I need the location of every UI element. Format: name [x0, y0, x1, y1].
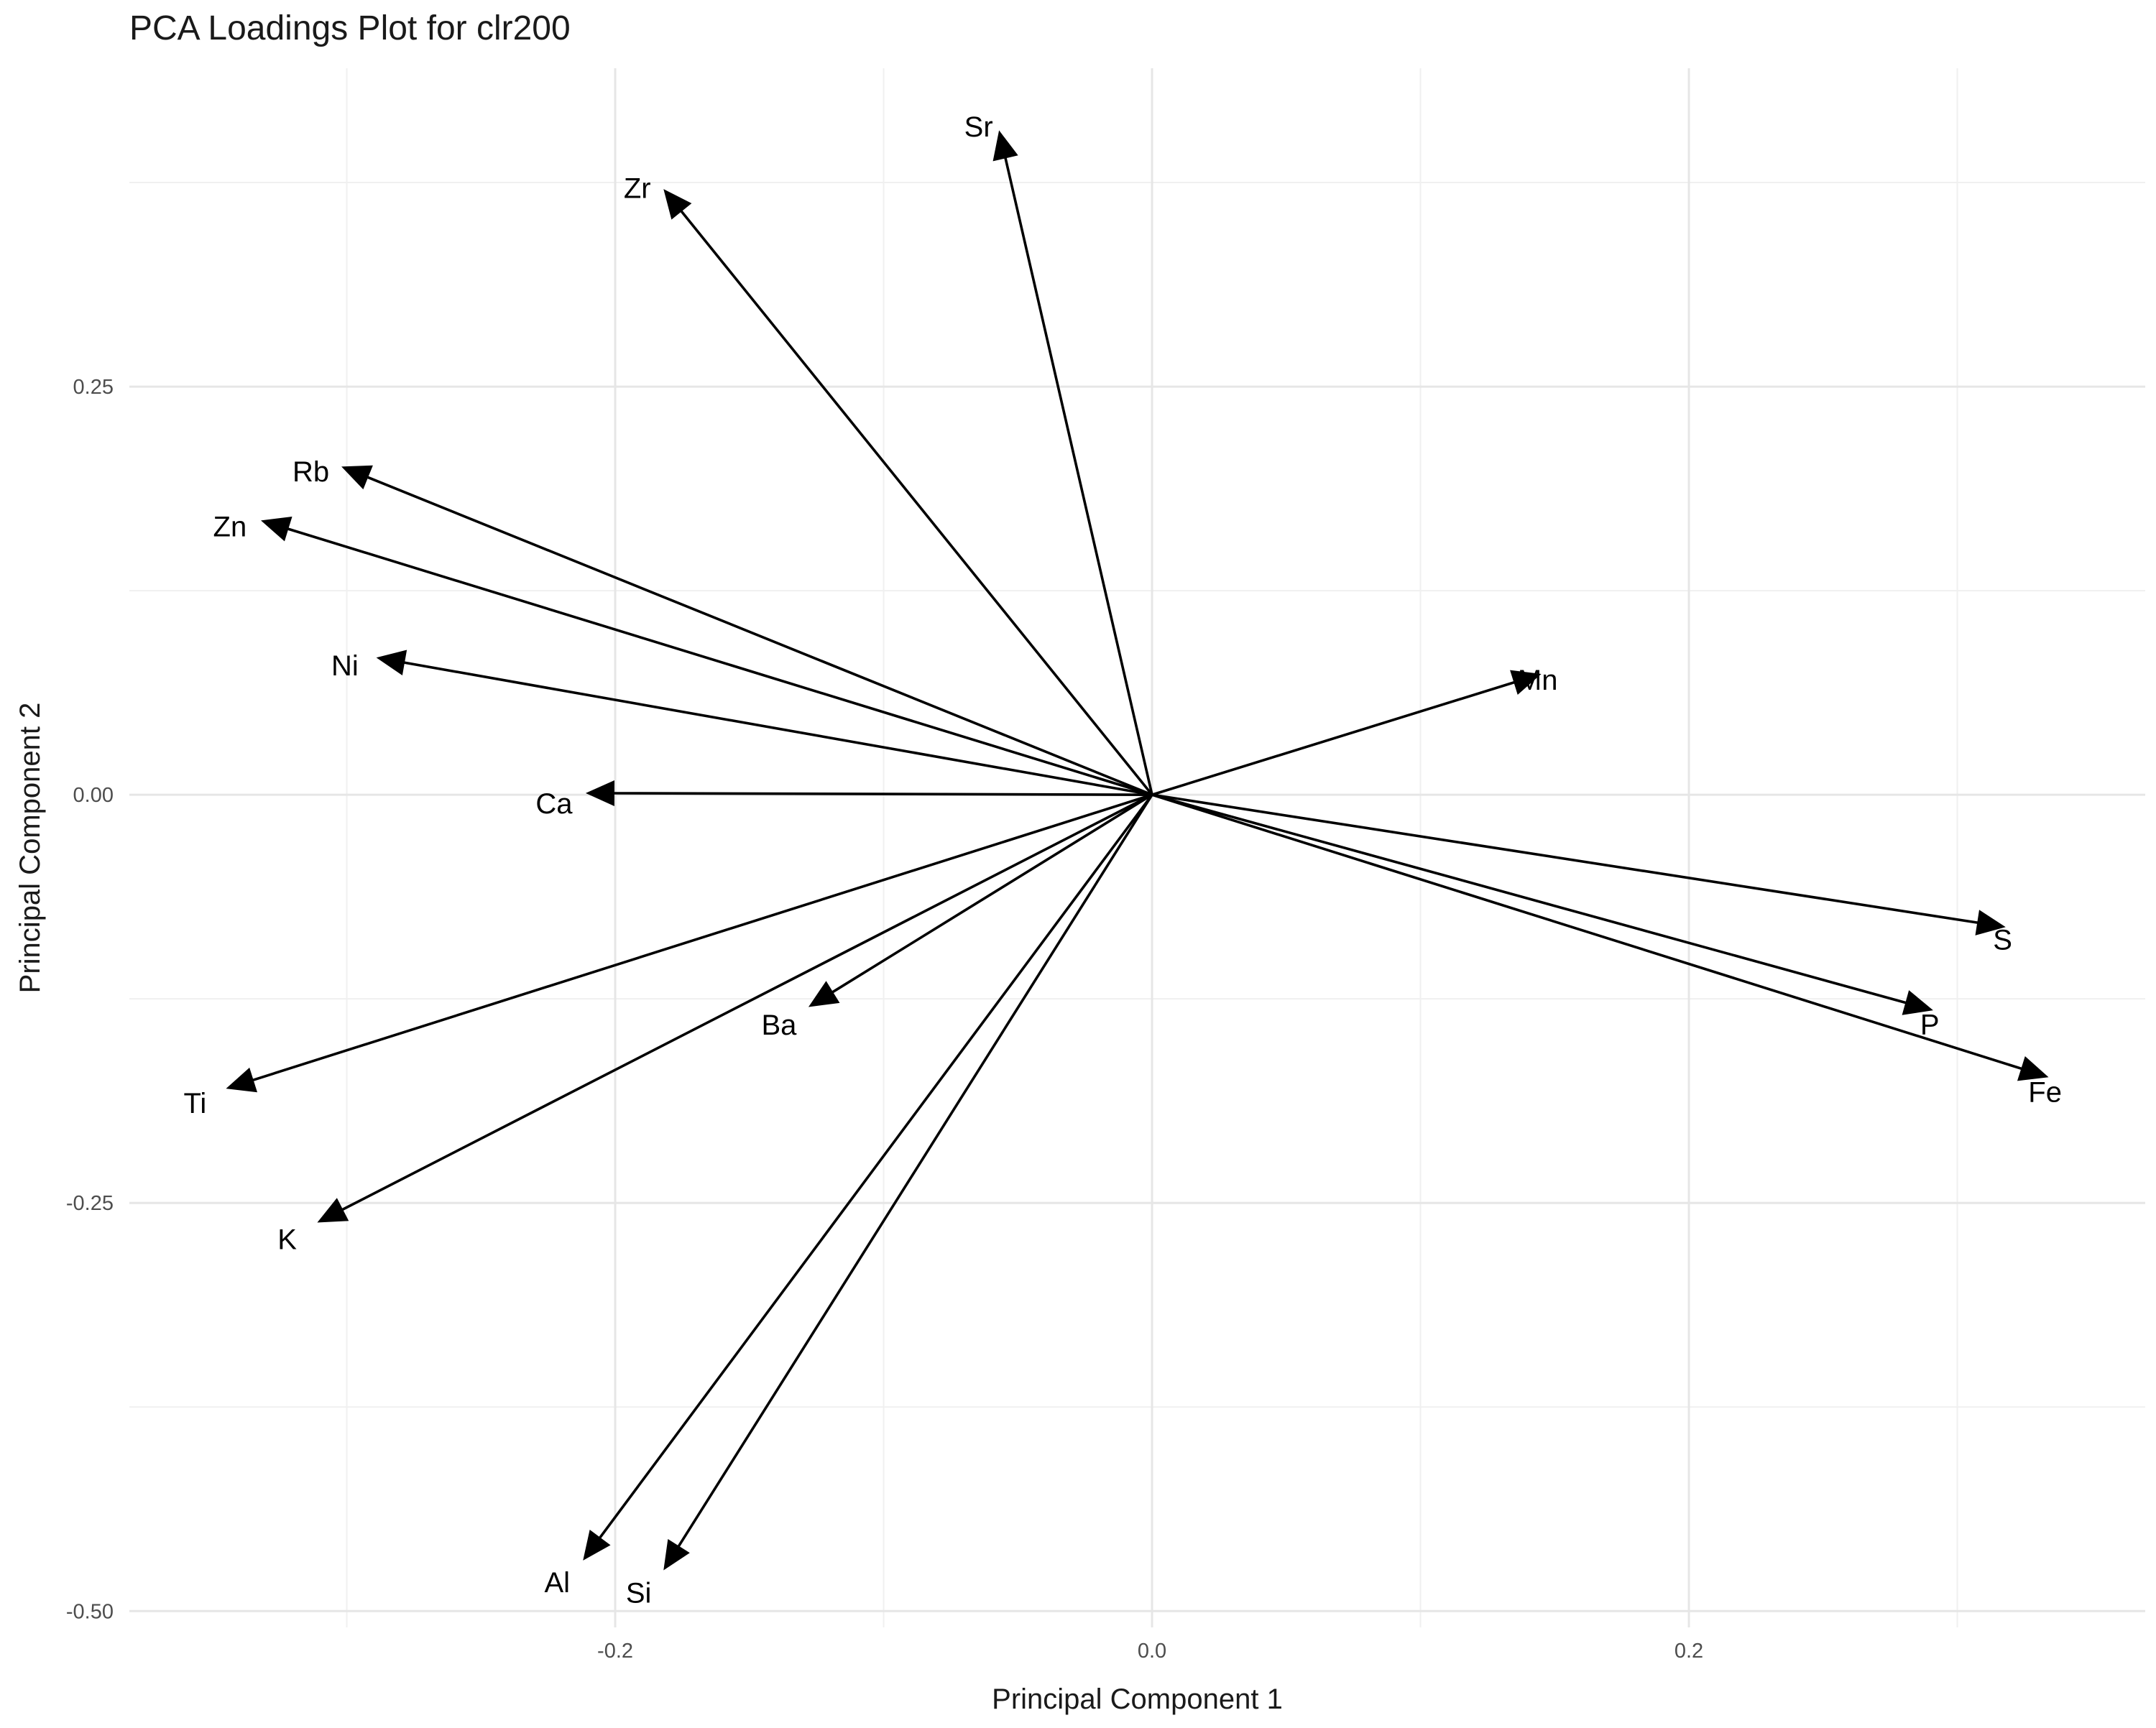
loading-arrow-zn [286, 527, 1153, 796]
loading-label-si: Si [626, 1577, 652, 1609]
loading-arrow-si [676, 794, 1153, 1548]
loading-label-zr: Zr [624, 173, 651, 205]
loading-arrows [226, 130, 2049, 1571]
loading-arrow-fe [1151, 793, 2023, 1071]
arrowhead-zn [261, 516, 292, 542]
loading-arrow-ba [831, 793, 1153, 994]
loading-arrow-ti [252, 793, 1153, 1082]
y-tick-label: 0.00 [73, 784, 114, 807]
arrowhead-ca [585, 780, 615, 806]
arrowhead-s [1975, 910, 2006, 935]
arrowhead-si [663, 1539, 690, 1571]
loading-label-p: P [1920, 1009, 1940, 1040]
loading-label-ca: Ca [535, 788, 573, 820]
arrowhead-sr [992, 130, 1018, 162]
loading-label-ti: Ti [183, 1088, 206, 1119]
loading-arrow-p [1151, 793, 1907, 1004]
loading-label-sr: Sr [964, 111, 993, 143]
loading-label-ni: Ni [331, 650, 359, 682]
loading-arrow-zr [679, 209, 1153, 796]
loading-arrow-k [341, 793, 1153, 1211]
loading-arrow-s [1151, 793, 1979, 925]
arrowhead-al [583, 1529, 611, 1561]
arrowhead-ba [808, 981, 840, 1007]
loading-arrow-al [598, 794, 1153, 1540]
chart-title: PCA Loadings Plot for clr200 [129, 9, 571, 47]
loading-arrow-rb [366, 476, 1153, 796]
arrowhead-ni [376, 650, 407, 675]
grid-layer [129, 68, 2145, 1627]
loading-label-al: Al [545, 1567, 571, 1599]
arrowhead-p [1902, 990, 1933, 1015]
y-axis-title: Principal Component 2 [14, 703, 46, 994]
x-axis-title: Principal Component 1 [992, 1683, 1283, 1715]
tick-labels: -0.2 0.0 0.2 -0.50 -0.25 0.00 0.25 [66, 376, 1703, 1663]
arrowhead-fe [2017, 1056, 2049, 1081]
arrowhead-ti [226, 1067, 258, 1093]
loading-arrow-mn [1151, 680, 1516, 796]
loading-labels: Sr Zr Rb Zn Ni Ca Mn S P Fe Ba Ti K Al Si [183, 111, 2061, 1609]
loading-label-ba: Ba [761, 1009, 797, 1041]
y-tick-label: -0.25 [66, 1192, 114, 1215]
x-tick-label: 0.0 [1138, 1640, 1166, 1663]
loading-label-zn: Zn [213, 512, 247, 543]
loading-label-fe: Fe [2028, 1076, 2062, 1108]
loading-label-mn: Mn [1518, 665, 1558, 696]
loading-arrow-ni [402, 661, 1153, 796]
arrowhead-k [317, 1198, 349, 1223]
loading-label-s: S [1993, 924, 2012, 956]
x-tick-label: -0.2 [597, 1640, 633, 1663]
loading-arrow-ca [612, 792, 1153, 796]
loading-label-k: K [277, 1224, 297, 1256]
y-tick-label: 0.25 [73, 376, 114, 399]
arrowhead-mn [1510, 670, 1542, 696]
x-tick-label: 0.2 [1674, 1640, 1703, 1663]
loading-label-rb: Rb [292, 456, 329, 488]
arrowhead-zr [663, 189, 692, 220]
loading-arrow-sr [1003, 156, 1153, 795]
y-tick-label: -0.50 [66, 1600, 114, 1623]
arrowhead-rb [341, 465, 373, 490]
